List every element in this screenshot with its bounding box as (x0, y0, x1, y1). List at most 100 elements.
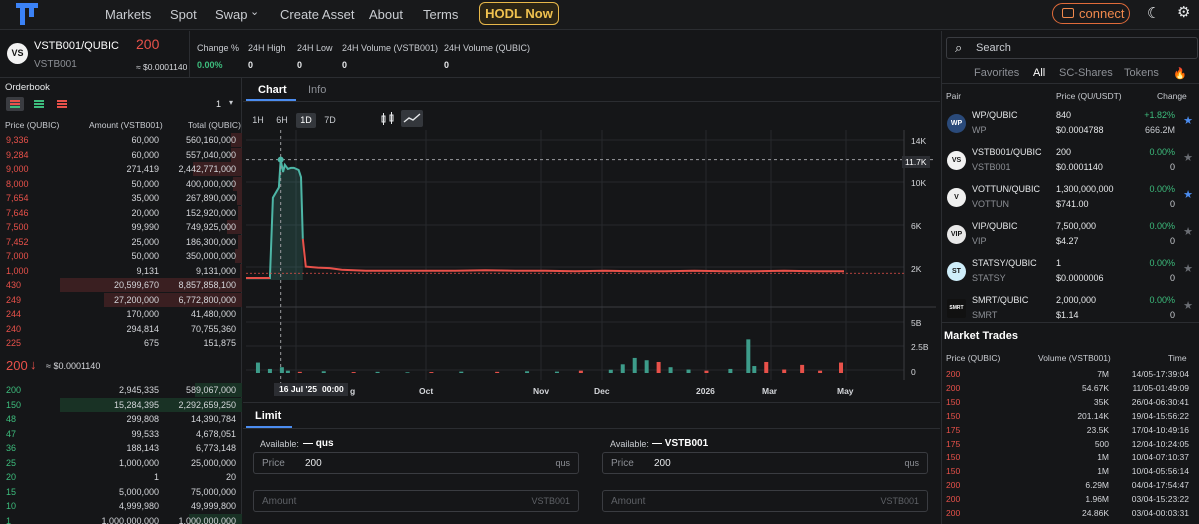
connect-wallet-button[interactable]: connect (1052, 3, 1130, 24)
orderbook-view-bids-button[interactable] (30, 97, 48, 111)
nav-markets[interactable]: Markets (105, 7, 152, 22)
order-amount: 271,419 (126, 164, 159, 174)
market-row[interactable]: VIP VIP/QUBIC VIP 7,500,000 $4.27 0.00% 0 ★ (941, 216, 1199, 253)
tab-info[interactable]: Info (308, 84, 327, 96)
market-row[interactable]: ST STATSY/QUBIC STATSY 1 $0.0000006 0.00% 0 ★ (941, 253, 1199, 290)
ask-row[interactable]: 244 170,000 41,480,000 (0, 307, 242, 321)
trade-price: 200 (946, 382, 961, 393)
ask-row[interactable]: 9,000 271,419 2,442,771,000 (0, 162, 242, 176)
candlestick-type-button[interactable] (378, 111, 398, 127)
theme-moon-icon[interactable]: ☾ (1147, 5, 1161, 22)
timeframe-1h[interactable]: 1H (252, 115, 264, 125)
crosshair-date-box: 16 Jul '25 00:00 (274, 383, 348, 396)
hodl-now-button[interactable]: HODL Now (479, 2, 559, 25)
ticker-pair[interactable]: VSTB001/QUBIC (34, 40, 119, 52)
bid-row[interactable]: 200 2,945,335 589,067,000 (0, 383, 242, 397)
bid-row[interactable]: 48 299,808 14,390,784 (0, 412, 242, 426)
market-tab-tokens[interactable]: Tokens (1124, 67, 1159, 79)
nav-about[interactable]: About (369, 7, 403, 22)
ob-header-total: Total (QUBIC) (188, 120, 241, 130)
tab-limit[interactable]: Limit (255, 410, 282, 422)
stat-label-24h-volume-base: 24H Volume (VSTB001) (342, 43, 439, 53)
order-price: 249 (6, 294, 22, 305)
market-change: 0.00% (1149, 295, 1175, 305)
volume-bar (704, 370, 709, 373)
market-tab-sc-shares[interactable]: SC-Shares (1059, 67, 1113, 79)
bid-row[interactable]: 10 4,999,980 49,999,800 (0, 499, 242, 513)
settings-gear-icon[interactable]: ⚙ (1177, 4, 1191, 21)
order-amount: 2,945,335 (118, 385, 159, 395)
orderbook-precision-select[interactable]: 1 ▾ (210, 98, 238, 111)
volume-bar (321, 371, 326, 373)
bid-row[interactable]: 15 5,000,000 75,000,000 (0, 485, 242, 499)
market-row[interactable]: VS VSTB001/QUBIC VSTB001 200 $0.0001140 0.00%… (941, 142, 1199, 179)
top-nav: Markets Spot Swap ⌄ Create Asset About T… (0, 0, 1199, 30)
market-row[interactable]: V VOTTUN/QUBIC VOTTUN 1,300,000,000 $741.00 0… (941, 179, 1199, 216)
ask-row[interactable]: 7,646 20,000 152,920,000 (0, 205, 242, 220)
ask-row[interactable]: 8,000 50,000 400,000,000 (0, 176, 242, 191)
market-row[interactable]: WP WP/QUBIC WP 840 $0.0004788 +1.82% 666.2M ★ (941, 105, 1199, 142)
favorite-star-icon[interactable]: ★ (1183, 152, 1193, 164)
depth-bar (234, 249, 242, 263)
volume-bar (764, 361, 769, 373)
order-amount: 170,000 (126, 309, 159, 319)
timeframe-7d[interactable]: 7D (324, 115, 336, 125)
orderbook-view-asks-button[interactable] (53, 97, 71, 111)
buy-amount-input[interactable]: Amount VSTB001 (253, 490, 579, 512)
market-token-logo-icon: ST (947, 262, 966, 281)
market-search-input[interactable]: ⌕ Search (946, 37, 1198, 59)
order-amount: 4,999,980 (118, 501, 159, 511)
ask-row[interactable]: 1,000 9,131 9,131,000 (0, 263, 242, 278)
nav-create-asset[interactable]: Create Asset (280, 7, 355, 22)
market-tab-favorites[interactable]: Favorites (974, 67, 1020, 79)
bid-row[interactable]: 150 15,284,395 2,292,659,250 (0, 397, 242, 412)
market-tab-all[interactable]: All (1033, 67, 1046, 79)
volume-bar (668, 367, 673, 373)
bid-row[interactable]: 36 188,143 6,773,148 (0, 441, 242, 455)
bid-row[interactable]: 1 1,000,000,000 1,000,000,000 (0, 513, 242, 524)
market-row[interactable]: SMRT SMRT/QUBIC SMRT 2,000,000 $1.14 0.00% 0 ★ (941, 290, 1199, 327)
favorite-star-icon[interactable]: ★ (1183, 189, 1193, 201)
favorite-star-icon[interactable]: ★ (1183, 115, 1193, 127)
x-axis-label: Oct (419, 386, 434, 396)
bid-row[interactable]: 25 1,000,000 25,000,000 (0, 456, 242, 470)
order-amount: 1 (153, 472, 159, 482)
ask-row[interactable]: 9,284 60,000 557,040,000 (0, 147, 242, 162)
ask-row[interactable]: 430 20,599,670 8,857,858,100 (0, 278, 242, 292)
favorite-star-icon[interactable]: ★ (1183, 263, 1193, 275)
ask-row[interactable]: 225 675 151,875 (0, 336, 242, 350)
favorite-star-icon[interactable]: ★ (1183, 300, 1193, 312)
price-area (246, 159, 303, 280)
nav-swap[interactable]: Swap (215, 7, 248, 22)
nav-terms[interactable]: Terms (423, 7, 459, 22)
ask-row[interactable]: 7,000 50,000 350,000,000 (0, 249, 242, 263)
ask-row[interactable]: 240 294,814 70,755,360 (0, 322, 242, 336)
nav-spot[interactable]: Spot (170, 7, 197, 22)
line-type-button[interactable] (401, 110, 423, 127)
timeframe-1d[interactable]: 1D (296, 113, 316, 128)
trade-volume: 24.86K (1082, 508, 1109, 518)
order-amount: 5,000,000 (118, 486, 159, 497)
ask-row[interactable]: 249 27,200,000 6,772,800,000 (0, 292, 242, 307)
swap-chevron-icon[interactable]: ⌄ (250, 6, 260, 18)
tab-chart[interactable]: Chart (258, 84, 287, 96)
price-axis-label: 2K (911, 264, 922, 274)
bid-row[interactable]: 20 1 20 (0, 470, 242, 484)
favorite-star-icon[interactable]: ★ (1183, 226, 1193, 238)
timeframe-6h[interactable]: 6H (276, 115, 288, 125)
buy-price-input[interactable]: Price 200 qus (253, 452, 579, 474)
depth-bar (189, 513, 242, 524)
qubic-logo[interactable] (16, 3, 38, 25)
ask-row[interactable]: 7,654 35,000 267,890,000 (0, 191, 242, 205)
ask-row[interactable]: 7,452 25,000 186,300,000 (0, 234, 242, 249)
trade-row: 200 24.86K 03/04-00:03:31 (941, 507, 1199, 520)
ask-row[interactable]: 7,500 99,990 749,925,000 (0, 220, 242, 234)
order-total: 560,160,000 (185, 135, 236, 145)
bid-row[interactable]: 47 99,533 4,678,051 (0, 427, 242, 441)
price-chart[interactable] (246, 130, 936, 392)
hot-flame-icon[interactable]: 🔥 (1173, 68, 1187, 80)
sell-amount-input[interactable]: Amount VSTB001 (602, 490, 928, 512)
ask-row[interactable]: 9,336 60,000 560,160,000 (0, 133, 242, 147)
sell-price-input[interactable]: Price 200 qus (602, 452, 928, 474)
orderbook-view-both-button[interactable] (6, 97, 24, 111)
